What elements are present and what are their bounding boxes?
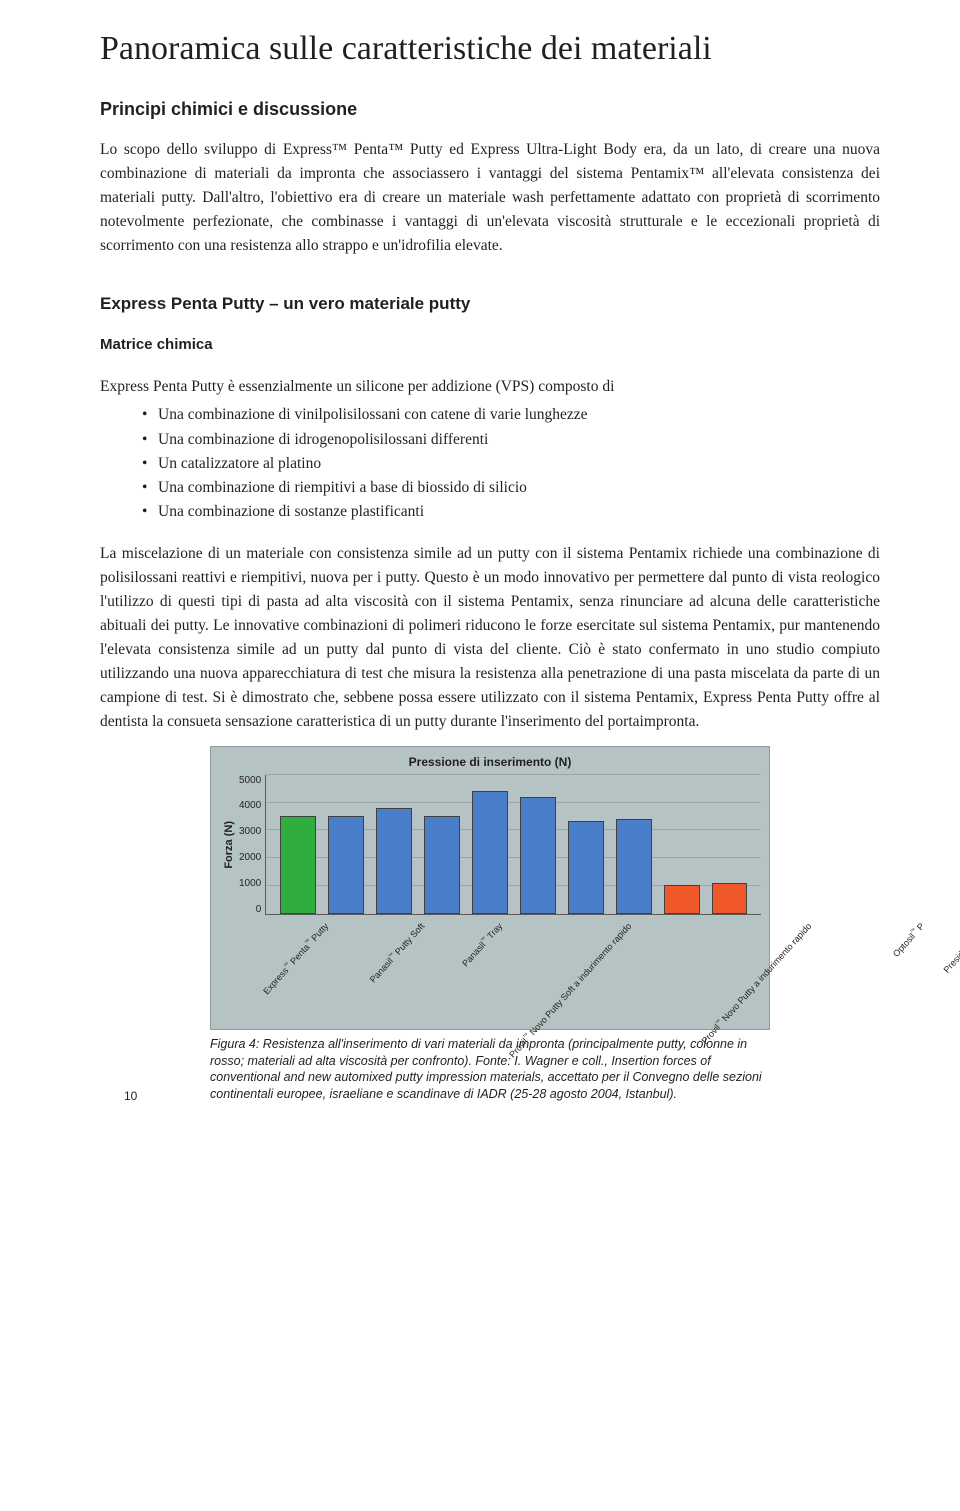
bar [664, 885, 700, 914]
bar [568, 821, 604, 914]
subsection-heading: Express Penta Putty – un vero materiale … [100, 294, 880, 314]
bar [280, 816, 316, 913]
ytick-label: 2000 [239, 852, 261, 863]
figure-caption: Figura 4: Resistenza all'inserimento di … [210, 1036, 770, 1104]
bullet-item: Un catalizzatore al platino [142, 452, 880, 476]
bullet-list: Una combinazione di vinilpolisilossani c… [142, 403, 880, 523]
ytick-label: 5000 [239, 775, 261, 786]
gridline [266, 774, 761, 775]
section-heading: Principi chimici e discussione [100, 99, 880, 120]
ytick-label: 1000 [239, 878, 261, 889]
xtick-label: President™ Fast [952, 915, 960, 1025]
chart-plot-area [265, 775, 761, 915]
chart-title: Pressione di inserimento (N) [219, 755, 761, 769]
ytick-label: 4000 [239, 800, 261, 811]
chart-ylabel: Forza (N) [219, 821, 239, 869]
xtick-label: Optosil™ P [898, 915, 940, 1025]
xtick-label: Panasil™ Putty Soft [381, 915, 457, 1025]
sub2-heading: Matrice chimica [100, 336, 880, 353]
matrix-lead: Express Penta Putty è essenzialmente un … [100, 375, 880, 399]
chart-yticks: 5000 4000 3000 2000 1000 0 [239, 775, 265, 915]
bullet-item: Una combinazione di idrogenopolisilossan… [142, 428, 880, 452]
xtick-label: Provil™ Novo Putty a indurimento rapido [727, 915, 886, 1025]
chart-xlabels: Express™ Penta™ PuttyPanasil™ Putty Soft… [263, 915, 761, 1025]
bullet-item: Una combinazione di riempitivi a base di… [142, 476, 880, 500]
bar [520, 797, 556, 914]
body-paragraph-2: La miscelazione di un materiale con cons… [100, 542, 880, 734]
bar [712, 883, 748, 914]
intro-paragraph: Lo scopo dello sviluppo di Express™ Pent… [100, 138, 880, 258]
ytick-label: 3000 [239, 826, 261, 837]
page-title: Panoramica sulle caratteristiche dei mat… [100, 30, 880, 67]
bar [328, 816, 364, 913]
bar [424, 816, 460, 913]
bar [376, 808, 412, 914]
page-number: 10 [124, 1089, 137, 1103]
bar [616, 819, 652, 914]
xtick-label: Express™ Penta™ Putty [277, 915, 369, 1025]
xtick-label: Provil™ Novo Putty Soft a indurimento ra… [537, 915, 715, 1025]
insertion-force-chart: Pressione di inserimento (N) Forza (N) 5… [210, 746, 770, 1030]
ytick-label: 0 [239, 904, 261, 915]
bullet-item: Una combinazione di vinilpolisilossani c… [142, 403, 880, 427]
bar [472, 791, 508, 913]
gridline [266, 802, 761, 803]
xtick-label: Panasil™ Tray [470, 915, 525, 1025]
bullet-item: Una combinazione di sostanze plastifican… [142, 500, 880, 524]
